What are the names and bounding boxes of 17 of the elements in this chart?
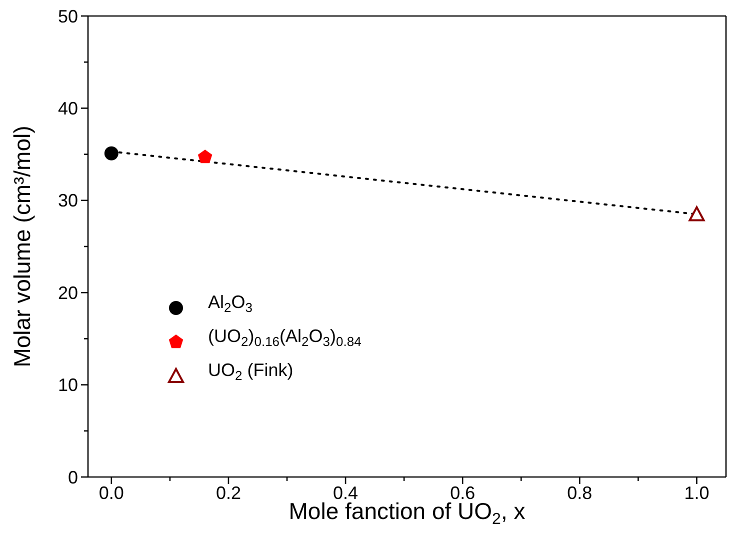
point	[104, 146, 118, 160]
y-tick-label: 20	[58, 282, 78, 303]
x-tick-label: 0.2	[216, 483, 241, 503]
text: (UO$_{2}$)$_{0.16}$(Al$_{2}$O$_{3}$)$_{0.84}$	[208, 326, 362, 349]
legend-label: Al$_{2}$O$_{3}$	[208, 292, 252, 315]
y-tick-label: 50	[58, 6, 78, 26]
x-tick-label: 0.8	[567, 483, 592, 503]
x-tick-label: 1.0	[684, 483, 710, 503]
x-tick-label: 0.0	[98, 483, 124, 503]
legend-label: UO$_{2}$ (Fink)	[208, 360, 294, 383]
y-tick-label: 0	[68, 467, 78, 488]
y-axis-title: Molar volume (cm³/mol)	[9, 126, 35, 368]
y-tick-label: 10	[58, 375, 78, 396]
y-tick-label: 40	[58, 98, 78, 118]
y-tick-label: 30	[58, 190, 78, 211]
point	[198, 150, 212, 164]
point	[688, 206, 705, 222]
